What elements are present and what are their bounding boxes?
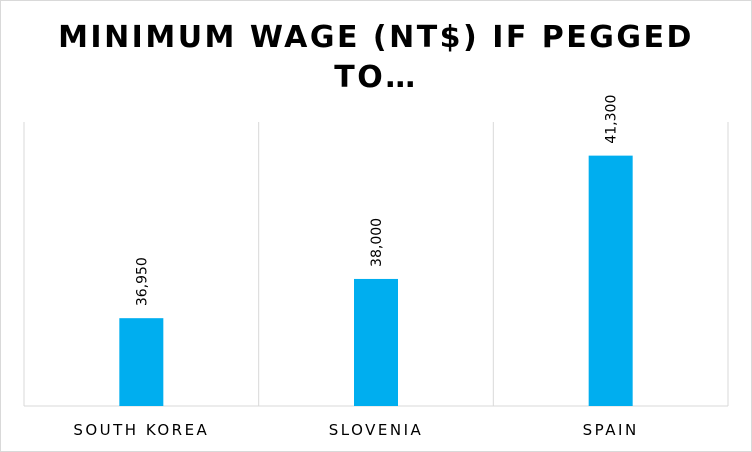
data-label: 38,000 bbox=[369, 218, 385, 267]
x-tick-label: SPAIN bbox=[583, 421, 639, 439]
chart-title: MINIMUM WAGE (NT$) IF PEGGED TO… bbox=[0, 18, 752, 98]
bar bbox=[119, 318, 164, 406]
bar bbox=[354, 278, 398, 406]
chart-title-line-2: TO… bbox=[334, 60, 418, 95]
chart-title-line-1: MINIMUM WAGE (NT$) IF PEGGED bbox=[58, 20, 694, 55]
data-label: 41,300 bbox=[604, 95, 620, 144]
x-tick-label: SLOVENIA bbox=[329, 421, 424, 439]
x-tick-label: SOUTH KOREA bbox=[73, 421, 209, 439]
bar bbox=[588, 155, 633, 406]
data-label: 36,950 bbox=[134, 257, 150, 306]
